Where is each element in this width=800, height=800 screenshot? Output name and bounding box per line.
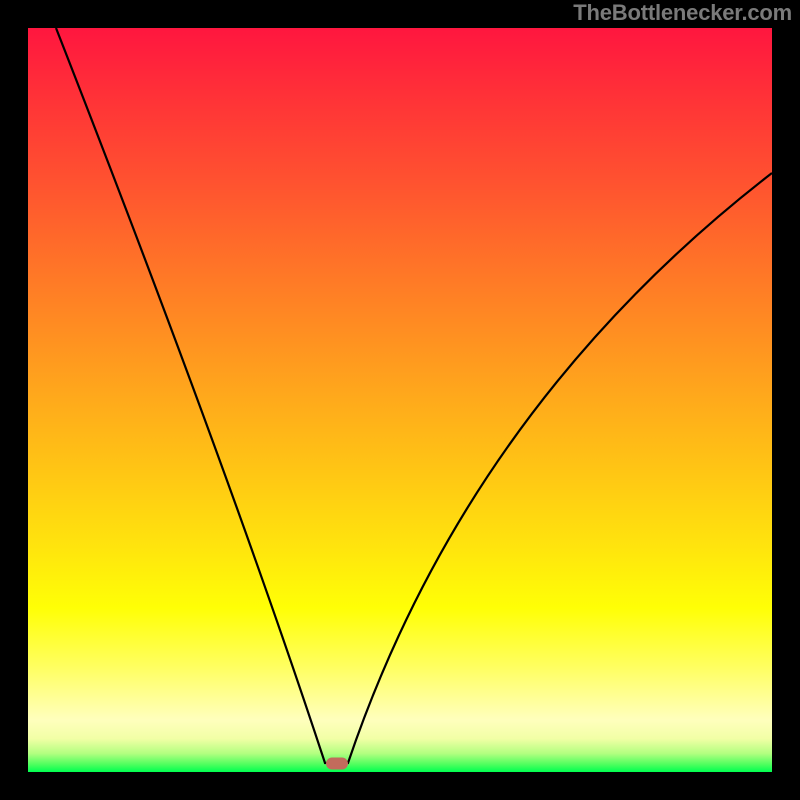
gradient-background xyxy=(28,28,772,772)
optimum-marker xyxy=(326,758,348,770)
chart-svg xyxy=(28,28,772,772)
plot-area xyxy=(28,28,772,772)
watermark-text: TheBottlenecker.com xyxy=(573,0,792,26)
